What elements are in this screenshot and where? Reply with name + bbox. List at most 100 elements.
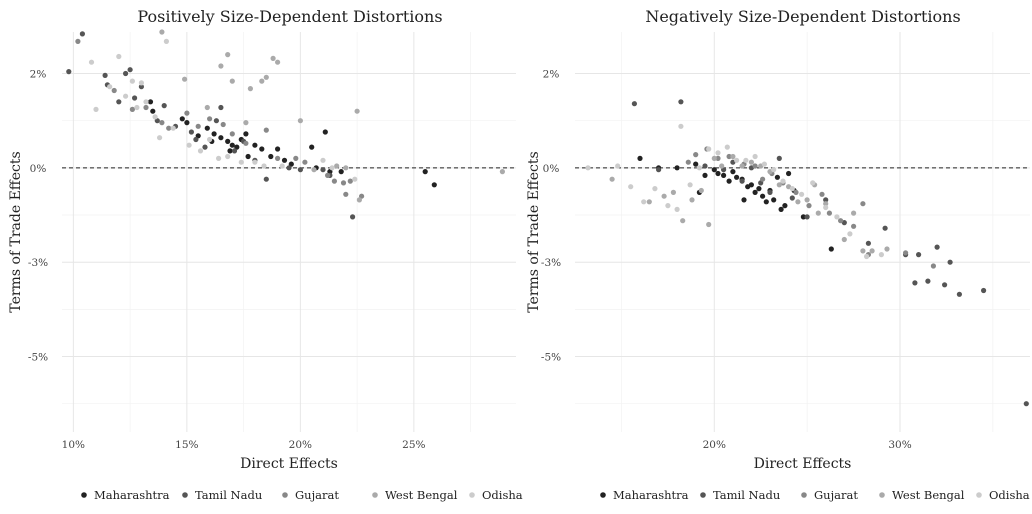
data-point xyxy=(234,144,240,150)
data-point xyxy=(288,161,294,167)
data-point xyxy=(186,142,192,148)
data-point xyxy=(66,69,72,75)
data-point xyxy=(138,84,144,90)
y-tick-label: 0% xyxy=(30,163,47,175)
y-tick-label: -3% xyxy=(28,257,48,269)
data-point xyxy=(263,176,269,182)
legend-label: Odisha xyxy=(989,488,1030,502)
data-point xyxy=(340,180,347,186)
data-point xyxy=(195,123,201,129)
data-point xyxy=(207,116,213,122)
data-point xyxy=(143,104,149,111)
data-point xyxy=(903,250,909,256)
data-point xyxy=(916,252,922,258)
chart-panel-2: 20% 30% 2% 0% -3% -5% Negatively Size-Dependen… xyxy=(526,7,1030,502)
data-point xyxy=(229,78,235,84)
data-point xyxy=(724,144,730,150)
legend-marker xyxy=(600,492,606,498)
data-point xyxy=(225,138,231,144)
legend-label: Maharashtra xyxy=(613,488,689,502)
data-point xyxy=(116,53,122,60)
data-point xyxy=(347,178,353,184)
x-tick-label: 20% xyxy=(703,439,726,451)
legend-marker xyxy=(469,492,475,498)
data-point xyxy=(826,210,833,216)
data-point xyxy=(132,95,138,101)
data-point xyxy=(422,169,428,175)
series-odisha xyxy=(585,123,885,260)
data-point xyxy=(229,131,235,137)
legend-marker xyxy=(879,492,885,498)
data-point xyxy=(774,174,781,180)
data-point xyxy=(152,114,158,120)
data-point xyxy=(847,231,853,237)
data-point xyxy=(838,218,844,224)
data-point xyxy=(730,153,736,160)
data-point xyxy=(680,218,686,224)
data-point xyxy=(711,167,717,173)
data-point xyxy=(947,259,953,265)
data-point xyxy=(878,252,885,258)
data-point xyxy=(320,167,326,173)
data-point xyxy=(756,186,762,192)
data-point xyxy=(819,191,825,197)
data-point xyxy=(184,110,190,116)
data-point xyxy=(352,176,358,182)
legend-marker xyxy=(282,492,288,498)
data-point xyxy=(138,80,144,86)
legend-marker xyxy=(372,492,378,498)
data-point xyxy=(739,178,745,184)
legend-marker xyxy=(801,492,807,498)
data-point xyxy=(711,155,717,161)
data-point xyxy=(243,131,249,137)
data-point xyxy=(656,167,662,173)
data-point xyxy=(259,146,265,152)
data-point xyxy=(182,76,188,82)
data-point xyxy=(231,148,238,154)
data-point xyxy=(696,165,703,171)
data-point xyxy=(795,199,801,205)
data-point xyxy=(804,214,810,220)
data-point xyxy=(715,155,721,161)
data-point xyxy=(789,186,795,192)
data-point xyxy=(275,59,281,65)
data-point xyxy=(184,120,190,126)
data-point xyxy=(930,263,937,269)
data-point xyxy=(263,127,269,133)
data-point xyxy=(216,155,222,161)
data-point xyxy=(734,174,740,180)
data-point xyxy=(275,155,281,161)
data-point xyxy=(689,197,695,203)
data-point xyxy=(719,163,725,169)
data-point xyxy=(778,206,784,212)
legend-label: Tamil Nadu xyxy=(195,488,262,502)
data-point xyxy=(702,163,708,169)
series-west-bengal xyxy=(159,29,505,203)
data-point xyxy=(771,197,777,203)
y-axis-title: Terms of Trade Effects xyxy=(8,151,24,312)
data-point xyxy=(179,116,185,122)
data-point xyxy=(752,163,758,169)
data-point xyxy=(259,78,265,84)
data-point xyxy=(193,136,199,143)
data-point xyxy=(207,136,213,143)
data-point xyxy=(166,125,172,131)
legend: Maharashtra Tamil Nadu Gujarat West Bengal O… xyxy=(81,488,523,502)
data-point xyxy=(823,197,829,203)
data-point xyxy=(743,157,749,163)
data-point xyxy=(804,197,810,203)
y-tick-label: 0% xyxy=(543,163,560,175)
data-point xyxy=(609,176,615,182)
series-odisha xyxy=(88,38,358,182)
data-point xyxy=(331,178,337,184)
data-point xyxy=(864,253,870,260)
data-point xyxy=(229,142,235,148)
data-point xyxy=(828,246,834,252)
data-point xyxy=(247,86,253,92)
chart-panel-1: 10% 15% 20% 25% 2% 0% -3% -5% Positively Size-De… xyxy=(8,7,523,502)
data-point xyxy=(311,167,317,173)
data-point xyxy=(111,87,117,94)
x-tick-label: 25% xyxy=(402,439,425,451)
data-point xyxy=(297,167,303,173)
